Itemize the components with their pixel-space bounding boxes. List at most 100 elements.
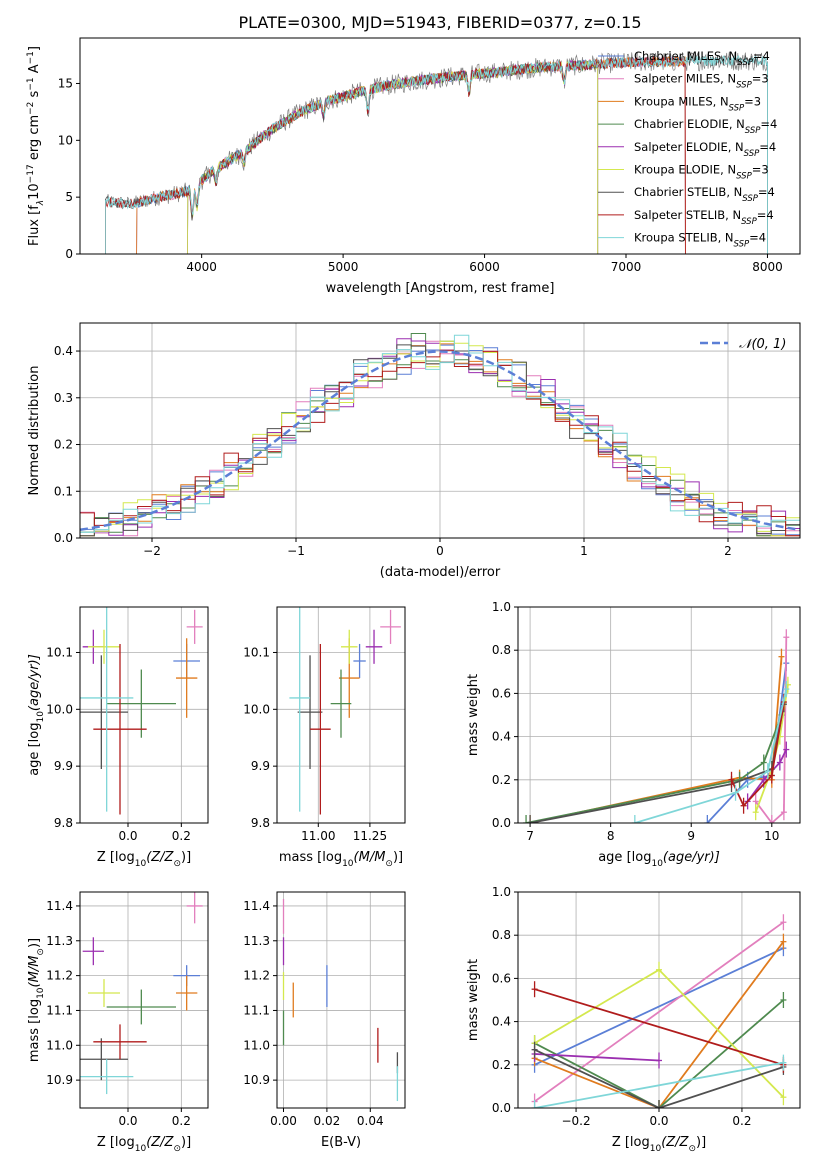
x-tick-label: 8 <box>607 829 615 843</box>
y-tick-label: 0.2 <box>492 773 511 787</box>
panel-weight-vs-age: 7 8 9 10 0.0 0.2 0.4 0.6 0.8 1.0 age [log10(age/yr… <box>466 600 801 869</box>
legend-label: Kroupa ELODIE, NSSP=3 <box>634 163 769 182</box>
panel-residuals: −2 −1 0 1 2 0.0 0.1 0.2 0.3 0.4 (data-model)/error… <box>27 322 801 580</box>
plot-area <box>531 914 787 1108</box>
plot-area <box>80 333 800 538</box>
x-tick-label: 0.00 <box>270 1114 297 1128</box>
y-tick-label: 15 <box>58 76 73 90</box>
x-tick-label: 0.0 <box>649 1114 668 1128</box>
x-tick-label: 10 <box>764 829 779 843</box>
weight-series-line <box>634 688 788 823</box>
panel-mass-vs-ebv: 0.00 0.02 0.04 10.9 11.0 11.1 11.2 11.3 11.4 E(B-… <box>243 891 406 1150</box>
y-axis-label: mass weight <box>466 959 481 1041</box>
y-tick-label: 9.8 <box>54 816 73 830</box>
y-axis-label: age [log10(age/yr)] <box>27 654 46 776</box>
weight-series-line <box>754 637 788 823</box>
x-axis-label: age [log10(age/yr)] <box>598 850 720 869</box>
plot-area <box>80 892 203 1095</box>
x-axis-label: wavelength [Angstrom, rest frame] <box>326 281 555 296</box>
y-axis-label: mass [log10(M/M⊙)] <box>27 938 46 1062</box>
y-tick-label: 11.1 <box>46 1003 73 1017</box>
plot-area <box>105 51 768 254</box>
axes-frame <box>276 891 406 1109</box>
legend-label: 𝒩(0, 1) <box>739 337 786 352</box>
panel-age-vs-Z: 0.0 0.2 9.8 9.9 10.0 10.1 Z [log10(Z/Z⊙)] age [… <box>27 606 209 869</box>
y-tick-label: 0.0 <box>492 816 511 830</box>
y-tick-label: 0.0 <box>54 531 73 545</box>
legend-label: Kroupa STELIB, NSSP=4 <box>634 231 766 250</box>
x-tick-label: 0.0 <box>118 1114 137 1128</box>
x-tick-label: 0.04 <box>357 1114 384 1128</box>
plot-area <box>80 607 203 815</box>
y-tick-label: 11.0 <box>46 1038 73 1052</box>
weight-series-line <box>534 988 784 1066</box>
normal-reference-curve <box>80 350 800 532</box>
panel-age-vs-mass: 11.00 11.25 9.8 9.9 10.0 10.1 mass [log10(M/M⊙… <box>243 606 406 869</box>
y-tick-label: 0.6 <box>492 971 511 985</box>
spectrum-legend: Chabrier MILES, NSSP=4 Salpeter MILES, NS… <box>598 49 777 250</box>
x-tick-label: 0.2 <box>732 1114 751 1128</box>
x-tick-label: 0.0 <box>118 829 137 843</box>
x-tick-label: 11.00 <box>301 829 335 843</box>
y-tick-label: 11.2 <box>243 969 270 983</box>
y-tick-label: 0.4 <box>492 730 511 744</box>
y-axis-label: Flux [fλ10−17 erg cm−2 s−1 A−1] <box>26 46 46 246</box>
x-tick-label: 4000 <box>186 260 217 274</box>
axes-frame <box>79 891 209 1109</box>
y-tick-label: 10.9 <box>46 1073 73 1087</box>
y-tick-label: 0.6 <box>492 686 511 700</box>
y-tick-label: 9.8 <box>251 816 270 830</box>
plot-area <box>523 629 791 823</box>
weight-series-line <box>534 1048 784 1108</box>
y-tick-label: 10.0 <box>46 702 73 716</box>
y-tick-label: 0.1 <box>54 484 73 498</box>
y-tick-label: 0.3 <box>54 391 73 405</box>
weight-series-line <box>534 941 785 1108</box>
x-tick-label: 0.02 <box>314 1114 341 1128</box>
figure-title: PLATE=0300, MJD=51943, FIBERID=0377, z=0… <box>238 13 641 32</box>
y-tick-label: 11.3 <box>46 934 73 948</box>
y-tick-label: 0.4 <box>54 344 73 358</box>
panel-weight-vs-Z: −0.2 0.0 0.2 0.0 0.2 0.4 0.6 0.8 1.0 Z [log10(Z/Z… <box>466 885 801 1154</box>
weight-series-line <box>534 1053 660 1062</box>
x-axis-label: (data-model)/error <box>380 565 501 580</box>
x-axis-label: Z [log10(Z/Z⊙)] <box>97 1135 191 1154</box>
weight-series-line <box>534 947 784 1066</box>
x-tick-label: 2 <box>724 544 732 558</box>
y-tick-label: 0 <box>65 247 73 261</box>
axes-frame <box>79 606 209 824</box>
y-tick-label: 5 <box>65 190 73 204</box>
y-tick-label: 10.0 <box>243 702 270 716</box>
y-tick-label: 10.1 <box>46 645 73 659</box>
plot-area <box>282 898 399 1102</box>
x-tick-label: 9 <box>687 829 695 843</box>
x-axis-label: mass [log10(M/M⊙)] <box>279 850 403 869</box>
axes-frame <box>276 606 406 824</box>
legend-label: Kroupa MILES, NSSP=3 <box>634 94 761 113</box>
axes-frame <box>79 37 801 255</box>
weight-series-line <box>534 1061 784 1108</box>
y-tick-label: 11.4 <box>243 899 270 913</box>
y-tick-label: 11.0 <box>243 1038 270 1052</box>
weight-series-line <box>534 921 784 1103</box>
weight-series-line <box>525 714 783 823</box>
x-tick-label: −0.2 <box>561 1114 590 1128</box>
legend-label: Salpeter MILES, NSSP=3 <box>634 72 769 91</box>
y-tick-label: 1.0 <box>492 885 511 899</box>
y-tick-label: 0.2 <box>492 1058 511 1072</box>
x-tick-label: 0 <box>436 544 444 558</box>
panel-mass-vs-Z: 0.0 0.2 10.9 11.0 11.1 11.2 11.3 11.4 Z [log10(Z… <box>27 891 209 1154</box>
residual-histogram <box>80 334 800 538</box>
model-spectrum-line <box>136 55 686 254</box>
axes-frame <box>517 606 801 824</box>
x-tick-label: 11.25 <box>353 829 387 843</box>
y-axis-label: mass weight <box>466 674 481 756</box>
legend-label: Chabrier STELIB, NSSP=4 <box>634 185 775 204</box>
y-tick-label: 11.2 <box>46 969 73 983</box>
x-tick-label: 0.2 <box>172 829 191 843</box>
y-tick-label: 0.8 <box>492 643 511 657</box>
x-tick-label: 7000 <box>611 260 642 274</box>
y-tick-label: 0.0 <box>492 1101 511 1115</box>
